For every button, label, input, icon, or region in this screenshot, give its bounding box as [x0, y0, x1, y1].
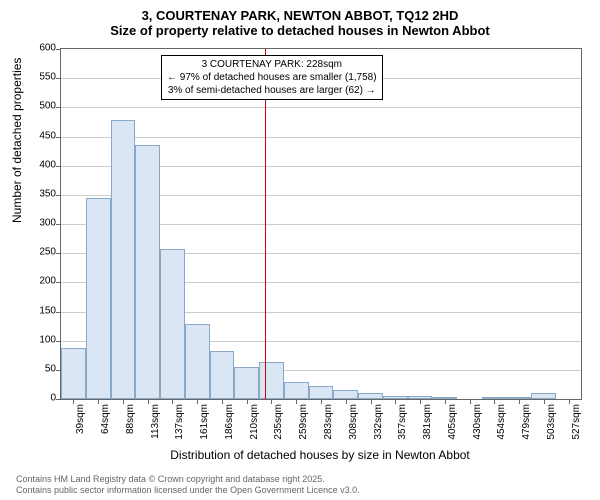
- xtick-label: 39sqm: [75, 404, 86, 434]
- ytick-label: 550: [20, 72, 56, 83]
- xtick-mark: [569, 399, 570, 404]
- xtick-label: 259sqm: [298, 404, 309, 440]
- xtick-mark: [371, 399, 372, 404]
- property-marker-line: [265, 49, 266, 399]
- histogram-bar: [333, 390, 358, 399]
- gridline-h: [61, 137, 581, 138]
- ytick-mark: [56, 399, 61, 400]
- xtick-mark: [222, 399, 223, 404]
- xtick-label: 64sqm: [100, 404, 111, 434]
- ytick-label: 500: [20, 101, 56, 112]
- histogram-bar: [284, 382, 309, 400]
- xtick-mark: [148, 399, 149, 404]
- histogram-bar: [160, 249, 185, 399]
- xtick-label: 137sqm: [174, 404, 185, 440]
- histogram-bar: [185, 324, 210, 399]
- ytick-mark: [56, 166, 61, 167]
- ytick-mark: [56, 107, 61, 108]
- ytick-label: 300: [20, 218, 56, 229]
- ytick-label: 250: [20, 247, 56, 258]
- xtick-mark: [420, 399, 421, 404]
- histogram-bar: [259, 362, 284, 399]
- xtick-label: 357sqm: [397, 404, 408, 440]
- histogram-bar: [309, 386, 334, 399]
- ytick-label: 100: [20, 334, 56, 345]
- ytick-label: 200: [20, 276, 56, 287]
- footer-attribution: Contains HM Land Registry data © Crown c…: [16, 474, 360, 497]
- xtick-mark: [470, 399, 471, 404]
- ytick-mark: [56, 195, 61, 196]
- xtick-label: 283sqm: [323, 404, 334, 440]
- footer-line2: Contains public sector information licen…: [16, 485, 360, 496]
- ytick-mark: [56, 49, 61, 50]
- ytick-mark: [56, 137, 61, 138]
- xtick-mark: [346, 399, 347, 404]
- ytick-label: 450: [20, 130, 56, 141]
- xtick-label: 381sqm: [422, 404, 433, 440]
- gridline-h: [61, 107, 581, 108]
- histogram-bar: [210, 351, 235, 399]
- ytick-mark: [56, 312, 61, 313]
- ytick-label: 0: [20, 393, 56, 404]
- histogram-bar: [86, 198, 111, 399]
- ytick-mark: [56, 78, 61, 79]
- ytick-mark: [56, 224, 61, 225]
- xtick-label: 308sqm: [348, 404, 359, 440]
- ytick-label: 350: [20, 188, 56, 199]
- chart-title-main: 3, COURTENAY PARK, NEWTON ABBOT, TQ12 2H…: [0, 0, 600, 23]
- xtick-mark: [123, 399, 124, 404]
- histogram-bar: [61, 348, 86, 399]
- xtick-mark: [98, 399, 99, 404]
- xtick-label: 479sqm: [521, 404, 532, 440]
- histogram-bar: [111, 120, 136, 399]
- xtick-label: 454sqm: [496, 404, 507, 440]
- xtick-label: 527sqm: [571, 404, 582, 440]
- histogram-bar: [135, 145, 160, 399]
- xtick-label: 88sqm: [125, 404, 136, 434]
- x-axis-label: Distribution of detached houses by size …: [60, 448, 580, 462]
- ytick-label: 400: [20, 159, 56, 170]
- annotation-line2: ← 97% of detached houses are smaller (1,…: [167, 71, 377, 84]
- ytick-mark: [56, 282, 61, 283]
- xtick-mark: [321, 399, 322, 404]
- annotation-line1: 3 COURTENAY PARK: 228sqm: [167, 58, 377, 71]
- ytick-label: 50: [20, 363, 56, 374]
- xtick-label: 235sqm: [273, 404, 284, 440]
- annotation-box: 3 COURTENAY PARK: 228sqm← 97% of detache…: [161, 55, 383, 100]
- ytick-mark: [56, 341, 61, 342]
- xtick-mark: [544, 399, 545, 404]
- chart-container: 3, COURTENAY PARK, NEWTON ABBOT, TQ12 2H…: [0, 0, 600, 500]
- xtick-mark: [445, 399, 446, 404]
- ytick-mark: [56, 253, 61, 254]
- xtick-label: 332sqm: [373, 404, 384, 440]
- xtick-label: 210sqm: [249, 404, 260, 440]
- chart-title-sub: Size of property relative to detached ho…: [0, 23, 600, 42]
- xtick-mark: [247, 399, 248, 404]
- ytick-label: 150: [20, 305, 56, 316]
- xtick-label: 186sqm: [224, 404, 235, 440]
- xtick-label: 503sqm: [546, 404, 557, 440]
- xtick-mark: [519, 399, 520, 404]
- xtick-label: 405sqm: [447, 404, 458, 440]
- xtick-label: 113sqm: [150, 404, 161, 439]
- ytick-label: 600: [20, 43, 56, 54]
- footer-line1: Contains HM Land Registry data © Crown c…: [16, 474, 360, 485]
- annotation-line3: 3% of semi-detached houses are larger (6…: [167, 84, 377, 97]
- xtick-label: 430sqm: [472, 404, 483, 440]
- histogram-bar: [234, 367, 259, 399]
- xtick-label: 161sqm: [199, 404, 210, 440]
- plot-area: 3 COURTENAY PARK: 228sqm← 97% of detache…: [60, 48, 582, 400]
